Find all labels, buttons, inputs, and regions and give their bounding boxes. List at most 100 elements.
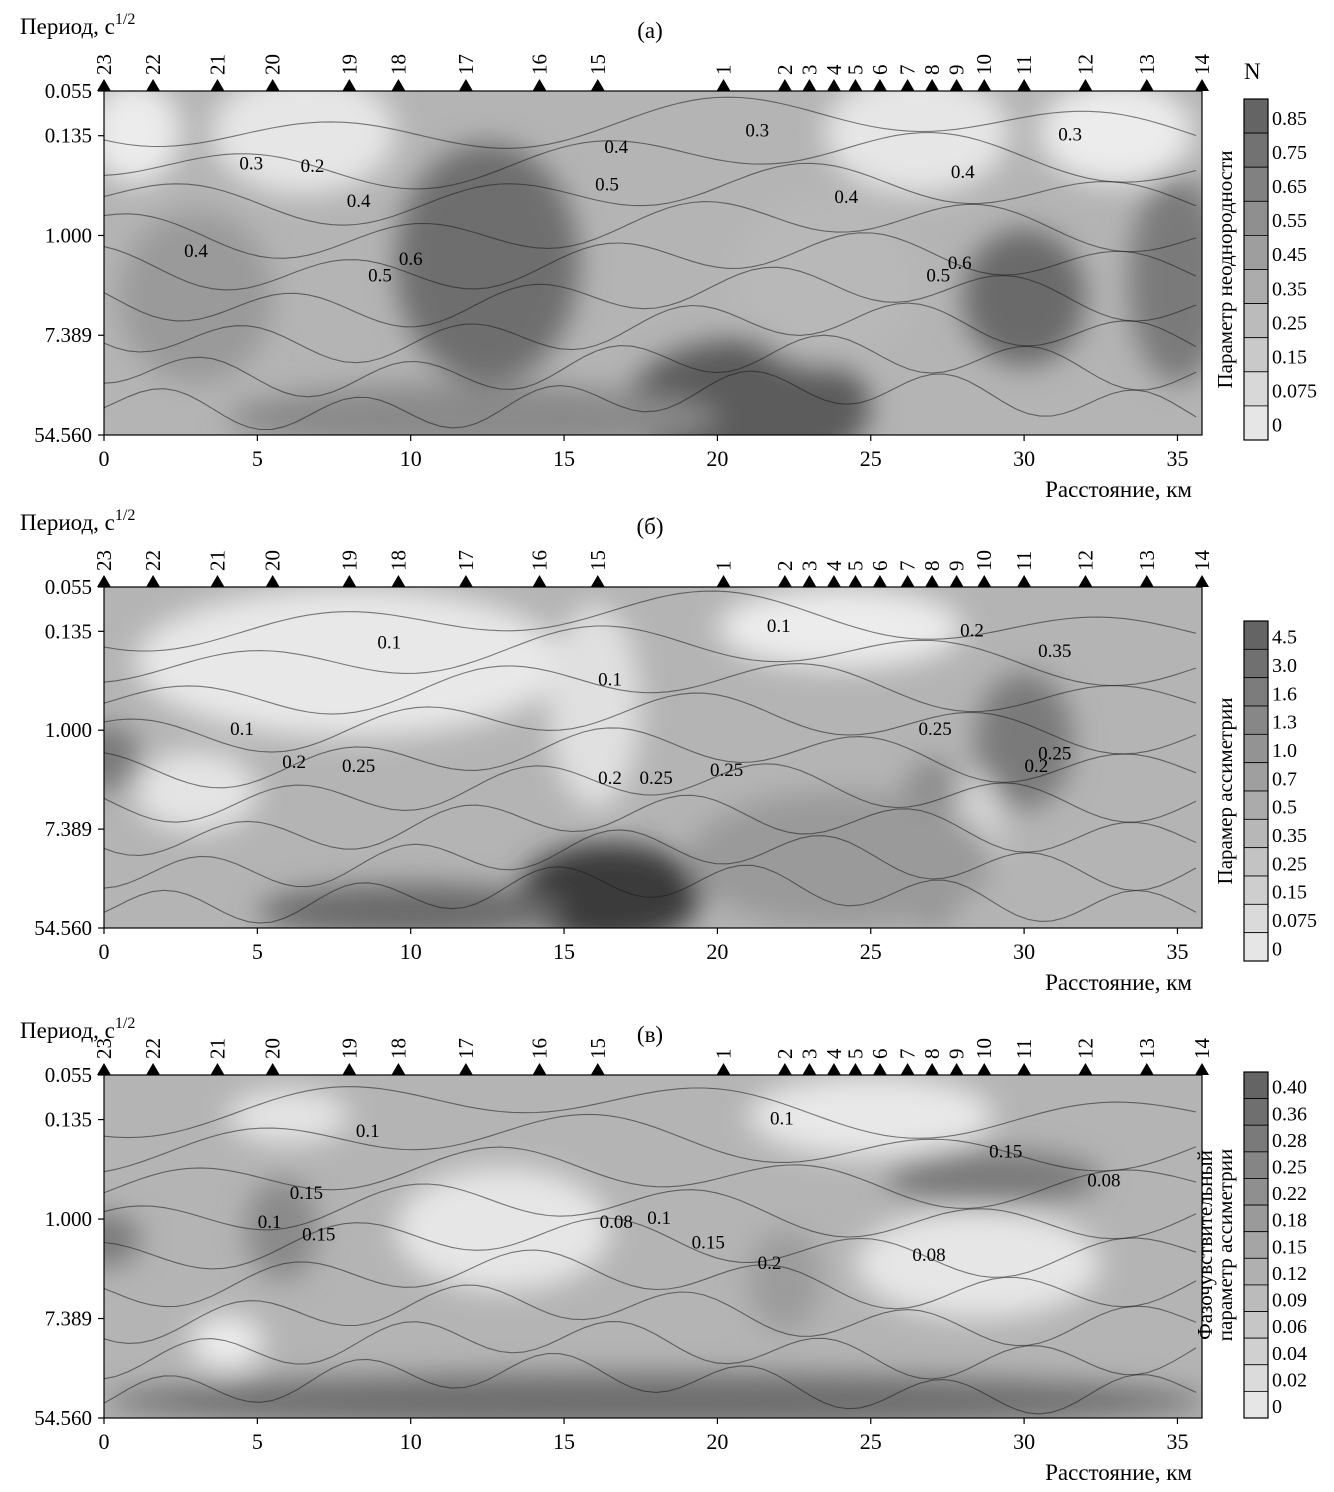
contour-label: 0.15 <box>692 1233 725 1254</box>
station-marker <box>802 79 817 91</box>
station-marker <box>1078 575 1093 587</box>
plot-frame <box>103 586 1203 929</box>
colorbar-tick-label: 0.35 <box>1272 825 1307 847</box>
colorbar-tick-label: 0 <box>1272 415 1282 437</box>
panel-3: 0.1 0.15 0.1 0.15 0.08 0.1 0.15 0.2 0.1 0.15 0.08 0… <box>20 1015 1307 1485</box>
station-marker <box>1078 1063 1093 1075</box>
contour-label: 0.25 <box>639 768 672 789</box>
contour-line <box>104 1183 1197 1240</box>
x-tick-label: 10 <box>400 446 422 471</box>
contour-line <box>104 96 1197 149</box>
station-label: 23 <box>92 54 116 75</box>
y-tick-label: 1.000 <box>45 718 92 742</box>
colorbar-swatch <box>1243 620 1269 650</box>
shade-region <box>824 91 1009 195</box>
colorbar-tick-label: 0.12 <box>1272 1263 1307 1285</box>
station-marker <box>826 575 841 587</box>
panel-2: 0.10.10.2 0.250.10.2 0.25 0.250.1 0.20.350.2… <box>20 507 1317 995</box>
station-label: 5 <box>843 1049 867 1060</box>
station-marker <box>97 79 111 91</box>
y-tick-label: 0.055 <box>45 575 92 599</box>
x-tick-label: 35 <box>1166 1429 1188 1454</box>
shade-region <box>104 1373 1202 1418</box>
station-label: 6 <box>868 1049 892 1060</box>
plot-frame <box>103 1074 1203 1419</box>
colorbar-swatch <box>1243 847 1269 877</box>
contour-label: 0.6 <box>948 253 972 274</box>
contour-label: 0.1 <box>356 1121 380 1142</box>
station-label: 21 <box>205 54 229 75</box>
contour-label: 0.08 <box>912 1245 945 1266</box>
contour-line <box>104 1217 1197 1278</box>
x-tick-label: 10 <box>400 1429 422 1454</box>
y-tick-label: 0.135 <box>45 619 92 643</box>
shade-region <box>962 228 1086 367</box>
colorbar-swatch <box>1243 1257 1269 1286</box>
colorbar-swatch <box>1243 1151 1269 1179</box>
station-marker <box>210 79 225 91</box>
contour-field <box>104 91 1202 435</box>
x-tick-label: 15 <box>553 939 575 964</box>
station-label: 15 <box>586 1038 610 1059</box>
colorbar-swatch <box>1243 269 1269 304</box>
station-marker <box>848 575 863 587</box>
station-marker <box>848 1063 863 1075</box>
contour-label: 0.25 <box>710 760 743 781</box>
station-marker <box>210 1063 225 1075</box>
x-tick-label: 15 <box>553 1429 575 1454</box>
colorbar-tick-label: 0.09 <box>1272 1290 1307 1312</box>
station-marker <box>1195 575 1209 587</box>
x-axis-label: Расстояние, км <box>1045 477 1192 502</box>
y-tick-label: 1.000 <box>45 223 92 247</box>
shade-region <box>134 587 565 738</box>
station-marker <box>590 79 605 91</box>
x-tick-label: 35 <box>1166 446 1188 471</box>
station-marker <box>925 1063 940 1075</box>
station-marker <box>391 575 406 587</box>
colorbar-label: Парамер ассиметрии <box>1213 698 1237 885</box>
colorbar-swatch <box>1243 405 1269 441</box>
station-marker <box>949 79 964 91</box>
station-label: 4 <box>822 1048 846 1059</box>
station-label: 4 <box>822 560 846 571</box>
station-marker <box>265 575 280 587</box>
contour-label: 0.1 <box>258 1212 282 1233</box>
colorbar-swatch <box>1243 1284 1269 1312</box>
colorbar-tick-label: 0.28 <box>1272 1130 1307 1152</box>
station-marker <box>826 79 841 91</box>
station-marker <box>97 1063 111 1075</box>
contour-label: 0.2 <box>301 156 325 177</box>
station-label: 17 <box>454 550 478 571</box>
y-tick-label: 7.389 <box>45 323 92 347</box>
station-label: 15 <box>586 54 610 75</box>
station-marker <box>265 1063 280 1075</box>
station-marker <box>210 575 225 587</box>
contour-label: 0.1 <box>377 633 401 654</box>
colorbar-tick-label: 1.0 <box>1272 740 1297 762</box>
colorbar-tick-label: 0.075 <box>1272 381 1317 403</box>
panel-label: (в) <box>637 1022 663 1047</box>
contour-label: 0.08 <box>1087 1171 1120 1192</box>
x-tick-label: 5 <box>252 446 263 471</box>
shade-region <box>134 750 258 833</box>
station-marker <box>900 79 915 91</box>
contour-label: 0.15 <box>290 1183 323 1204</box>
colorbar-tick-label: 0.65 <box>1272 176 1307 198</box>
colorbar-tick-label: 0.55 <box>1272 210 1307 232</box>
shade-region <box>732 194 917 367</box>
station-label: 18 <box>386 1038 410 1059</box>
station-marker <box>1139 575 1154 587</box>
station-label: 23 <box>92 1038 116 1059</box>
colorbar-frame <box>1243 98 1269 441</box>
colorbar-swatch <box>1243 1071 1269 1100</box>
station-label: 20 <box>261 550 285 571</box>
colorbar-tick-label: 0.15 <box>1272 882 1307 904</box>
colorbar-swatch <box>1243 1124 1269 1153</box>
station-marker <box>925 79 940 91</box>
colorbar-swatch <box>1243 1364 1269 1392</box>
colorbar-tick-label: 0.75 <box>1272 142 1307 164</box>
colorbar-swatch <box>1243 337 1269 373</box>
contour-label: 0.1 <box>770 1109 794 1130</box>
station-marker <box>925 575 940 587</box>
station-marker <box>977 575 992 587</box>
